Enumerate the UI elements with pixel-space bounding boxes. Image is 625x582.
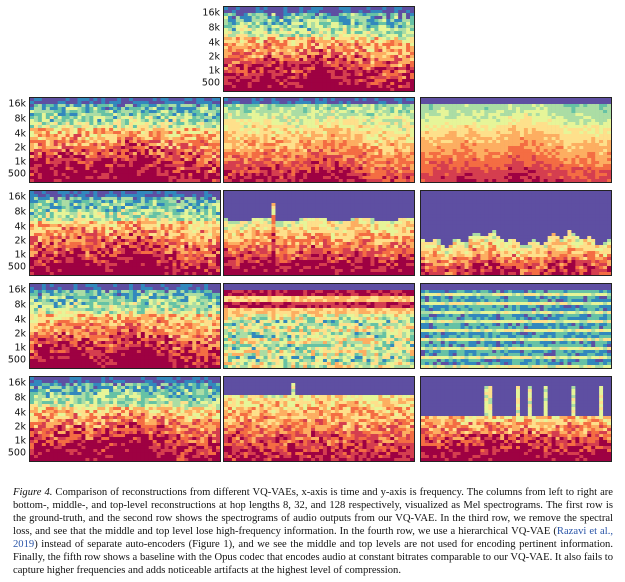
y-tick-label: 1k [14,249,26,261]
spectrogram-image [421,284,611,368]
spectrogram-image [224,98,414,182]
y-axis-labels-hierarchical: 16k 8k 4k 2k 1k 500 [2,283,28,369]
spectrogram-panel-vqvae-top [420,97,612,183]
y-tick-label: 16k [8,284,26,296]
spectrogram-panel-vqvae-middle [223,97,415,183]
y-tick-label: 500 [201,77,220,89]
spectrogram-image [224,377,414,461]
spectrogram-image [30,284,220,368]
spectrogram-image [421,377,611,461]
spectrogram-panel-no-spectral-loss-middle [223,190,415,276]
y-tick-label: 16k [8,98,26,110]
y-axis-labels-ground-truth: 16k 8k 4k 2k 1k 500 [196,6,222,92]
y-axis-labels-vqvae: 16k 8k 4k 2k 1k 500 [2,97,28,183]
y-tick-label: 16k [202,7,220,19]
spectrogram-panel-no-spectral-loss-top [420,190,612,276]
y-tick-label: 4k [208,37,220,49]
spectrogram-panel-no-spectral-loss-bottom [29,190,221,276]
y-tick-label: 8k [14,206,26,218]
spectrogram-panel-ground-truth-bottom [223,6,415,92]
y-tick-label: 1k [14,156,26,168]
y-tick-label: 16k [8,377,26,389]
y-tick-label: 500 [7,261,26,273]
spectrogram-panel-opus-middle [223,376,415,462]
spectrogram-image [421,191,611,275]
y-tick-label: 4k [14,128,26,140]
caption-citation-link[interactable]: Razavi et al., 2019 [13,526,614,550]
spectrogram-image [224,7,414,91]
spectrogram-panel-hierarchical-bottom [29,283,221,369]
spectrogram-panel-vqvae-bottom [29,97,221,183]
y-tick-label: 1k [14,435,26,447]
y-tick-label: 2k [14,420,26,432]
spectrogram-panel-opus-bottom [29,376,221,462]
y-tick-label: 8k [14,113,26,125]
spectrogram-image [421,98,611,182]
y-tick-label: 4k [14,407,26,419]
caption-label: Figure 4. [13,487,53,498]
y-axis-labels-opus: 16k 8k 4k 2k 1k 500 [2,376,28,462]
spectrogram-image [30,98,220,182]
y-tick-label: 8k [14,299,26,311]
y-tick-label: 4k [14,221,26,233]
spectrogram-image [224,284,414,368]
y-tick-label: 500 [7,354,26,366]
spectrogram-image [224,191,414,275]
caption-text-2: ) instead of separate auto-encoders (Fig… [13,539,613,576]
y-tick-label: 2k [14,141,26,153]
y-axis-labels-no-spectral-loss: 16k 8k 4k 2k 1k 500 [2,190,28,276]
figure-caption: Figure 4. Comparison of reconstructions … [13,486,613,577]
y-tick-label: 2k [14,234,26,246]
spectrogram-panel-hierarchical-middle [223,283,415,369]
y-tick-label: 8k [208,22,220,34]
spectrogram-image [30,377,220,461]
y-tick-label: 1k [14,342,26,354]
y-tick-label: 8k [14,392,26,404]
y-tick-label: 500 [7,168,26,180]
y-tick-label: 4k [14,314,26,326]
y-tick-label: 2k [14,327,26,339]
spectrogram-panel-opus-top [420,376,612,462]
y-tick-label: 2k [208,50,220,62]
y-tick-label: 500 [7,447,26,459]
spectrogram-figure: 16k 8k 4k 2k 1k 500 16k 8k 4k 2k 1k 500 16k 8k 4k 2k 1k 5… [2,6,612,462]
spectrogram-panel-hierarchical-top [420,283,612,369]
y-tick-label: 1k [208,65,220,77]
y-tick-label: 16k [8,191,26,203]
spectrogram-image [30,191,220,275]
caption-text-1: Comparison of reconstructions from diffe… [13,487,613,537]
